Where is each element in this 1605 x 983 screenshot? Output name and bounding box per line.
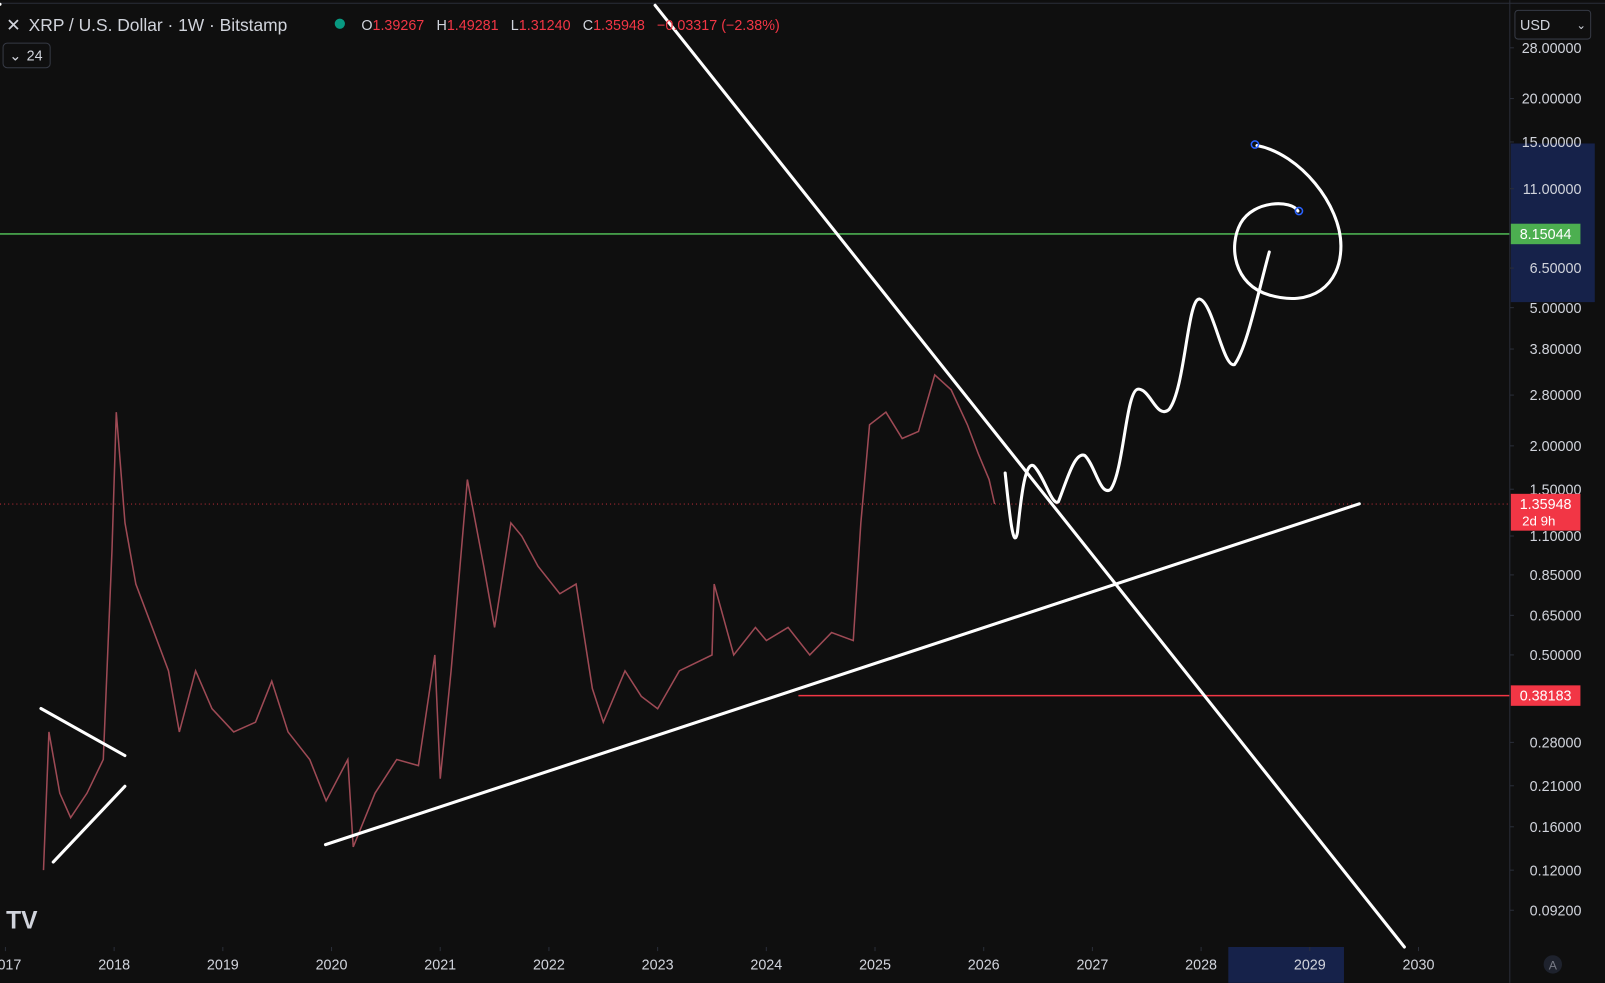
x-tick-label: 2028: [1185, 958, 1217, 974]
axis-highlight: [1510, 143, 1595, 303]
trend-line: [653, 3, 1406, 949]
y-tick-label: 0.21000: [1530, 779, 1582, 795]
y-tick-label: 0.12000: [1530, 863, 1582, 879]
x-tick-label: 2021: [424, 958, 456, 974]
y-tick-label: 15.00000: [1522, 135, 1582, 151]
y-tick-label: 2.80000: [1530, 388, 1582, 404]
chevron: ⌄: [9, 49, 21, 65]
change: −0.03317 (−2.38%): [657, 18, 780, 34]
projection: [1003, 250, 1271, 540]
y-tick-label: 0.50000: [1530, 648, 1582, 664]
y-tick-label: 0.65000: [1530, 608, 1582, 624]
y-tick-label: 11.00000: [1523, 182, 1582, 198]
y-tick-label: 3.80000: [1530, 342, 1582, 358]
y-tick-label: 5.00000: [1530, 301, 1582, 317]
y-tick-label: 0.09200: [1530, 903, 1582, 919]
x-tick-label: 2018: [98, 958, 130, 974]
anchor[interactable]: [1250, 140, 1260, 149]
projection: [1233, 143, 1343, 301]
ohlc-value: 1.39267: [372, 18, 424, 34]
anchor[interactable]: [1294, 206, 1304, 216]
x-tick-label: 2024: [750, 958, 782, 974]
y-tick-label: 28.00000: [1522, 41, 1582, 57]
price-tag: [1510, 493, 1581, 531]
trend-line: [323, 502, 1361, 847]
ohlc-key: O: [361, 18, 372, 34]
x-tick-label: 2026: [968, 958, 1000, 974]
x-tick-label: 2023: [642, 958, 674, 974]
x-tick-label: 2027: [1076, 958, 1108, 974]
x-tick-label: 2025: [859, 958, 891, 974]
price-line: [42, 373, 996, 871]
x-tick-label: 2030: [1403, 958, 1435, 974]
price-tag-label: 0.38183: [1520, 689, 1572, 705]
symbol[interactable]: XRP / U.S. Dollar · 1W · Bitstamp: [29, 15, 288, 35]
trend-line: [39, 706, 127, 758]
y-tick-label: 20.00000: [1522, 92, 1582, 108]
ohlc-value: 1.31240: [519, 18, 571, 34]
ohlc-value: 1.49281: [447, 18, 499, 34]
price-tag-label: 8.15044: [1520, 227, 1572, 243]
x-tick-label: 2029: [1294, 958, 1326, 974]
y-tick-label: 2.00000: [1530, 439, 1582, 455]
ohlc-key: H: [436, 18, 446, 34]
y-tick-label: 6.50000: [1530, 261, 1582, 277]
x-tick-label: 2020: [316, 958, 348, 974]
plot: [0, 233, 1510, 871]
chevron: ⌄: [1576, 20, 1585, 32]
price-tag-label: 1.35948: [1520, 497, 1572, 513]
y-tick-label: 0.85000: [1530, 568, 1582, 584]
price-tag: [1510, 223, 1581, 245]
drawings: [0, 2, 1406, 949]
x-tick-label: 2019: [207, 958, 239, 974]
x-tick-label: 2017: [0, 958, 21, 974]
auto-scale[interactable]: [1543, 955, 1563, 974]
close-icon[interactable]: ✕: [6, 15, 21, 35]
currency-select[interactable]: [1514, 9, 1592, 40]
y-tick-label: 1.10000: [1530, 529, 1582, 545]
countdown: 2d 9h: [1522, 514, 1555, 529]
indicator-toggle[interactable]: [2, 42, 51, 69]
auto-scale-label: A: [1549, 959, 1558, 973]
ohlc-value: 1.35948: [593, 18, 645, 34]
indicator-count: 24: [27, 49, 43, 65]
trend-line: [51, 784, 127, 864]
price-tag: [1510, 685, 1581, 706]
currency: USD: [1520, 18, 1550, 34]
ohlc-key: L: [511, 18, 519, 34]
ohlc: O1.39267 H1.49281 L1.31240 C1.35948 −0.0…: [361, 18, 779, 34]
logo: TV: [6, 908, 38, 935]
status-dot: [334, 18, 345, 29]
axis-highlight: [1228, 947, 1344, 983]
y-tick-label: 0.28000: [1530, 735, 1582, 751]
ohlc-key: C: [583, 18, 593, 34]
x-tick-label: 2022: [533, 958, 565, 974]
y-tick-label: 0.16000: [1530, 820, 1582, 836]
